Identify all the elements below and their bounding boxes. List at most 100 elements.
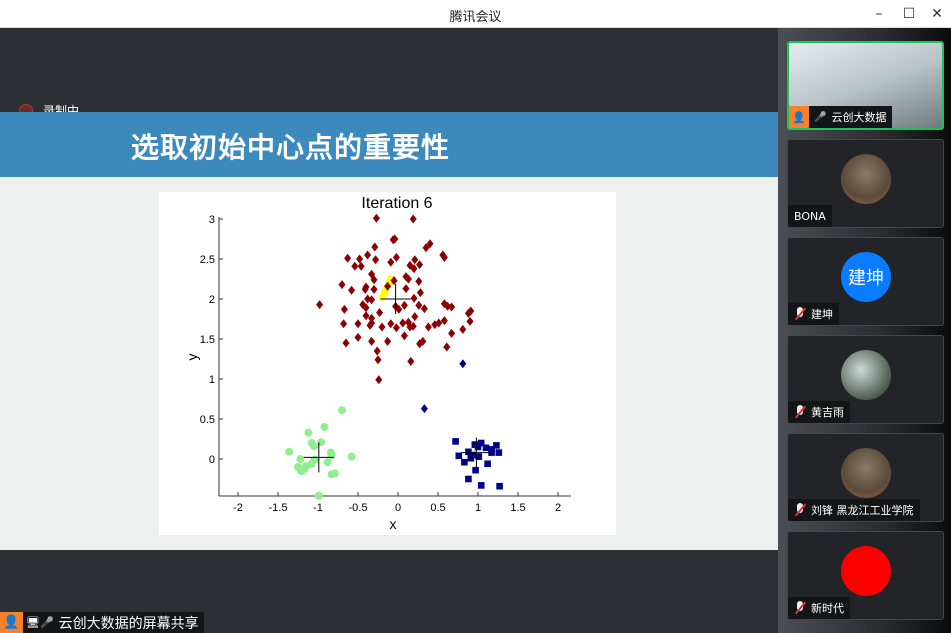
data-point-diamond — [357, 261, 365, 271]
participant-name-tag: 刘锋 黑龙江工业学院 — [788, 499, 920, 521]
participant-name-tag: 建坤 — [788, 303, 839, 325]
data-point-diamond — [340, 304, 348, 314]
data-point-diamond — [368, 295, 376, 305]
data-point-square — [467, 454, 475, 462]
data-point-diamond — [448, 302, 456, 312]
data-point-diamond — [416, 339, 424, 349]
data-point-diamond — [356, 254, 364, 264]
data-point-diamond — [384, 336, 392, 346]
data-point-square — [493, 442, 500, 449]
x-tick-label: 0.5 — [430, 502, 445, 514]
data-point-square — [482, 444, 490, 452]
slide: 选取初始中心点的重要性 Iteration 6 x y -2 -1.5 -1 -0.5… — [0, 112, 778, 550]
participant-name-tag: 👤 🎤 云创大数据 — [789, 106, 893, 128]
data-point-diamond — [366, 320, 374, 330]
data-point-square — [488, 446, 495, 453]
data-point-diamond — [373, 346, 381, 356]
chart-title: Iteration 6 — [361, 195, 432, 212]
data-point-diamond — [316, 300, 324, 310]
y-tick-label: 2 — [209, 294, 215, 306]
data-point-diamond — [387, 319, 395, 329]
close-icon[interactable]: ✕ — [931, 6, 943, 22]
data-point-diamond — [448, 328, 456, 338]
data-point-circle — [296, 455, 305, 463]
data-point-diamond — [340, 319, 348, 329]
x-tick-label: 0 — [395, 502, 401, 514]
data-point-square — [496, 482, 503, 490]
data-point-diamond — [364, 250, 372, 260]
data-point-diamond — [424, 322, 432, 332]
participant-name: 建坤 — [811, 308, 833, 321]
data-point-diamond — [376, 308, 384, 318]
data-point-diamond — [368, 269, 376, 279]
user-icon: 👤 — [789, 106, 809, 128]
data-point-diamond — [435, 318, 443, 328]
data-point-square — [475, 453, 483, 460]
data-point-square — [495, 449, 503, 456]
x-tick-label: -1.5 — [269, 502, 288, 514]
mic-on-icon: 🎤 — [814, 111, 827, 123]
data-point-circle — [304, 428, 313, 437]
data-point-diamond — [410, 293, 418, 303]
data-point-diamond — [402, 272, 410, 282]
avatar: 建坤 — [841, 252, 891, 302]
data-point-diamond — [422, 243, 430, 253]
avatar — [841, 350, 891, 400]
mic-muted-icon — [794, 503, 806, 517]
data-point-diamond — [419, 336, 427, 346]
data-point-square — [472, 466, 479, 474]
data-point-diamond — [409, 214, 417, 224]
data-point-circle — [314, 491, 323, 500]
data-point-diamond — [404, 317, 412, 327]
data-point-square — [455, 452, 463, 460]
data-point-diamond — [415, 276, 423, 286]
data-point-diamond — [384, 281, 392, 291]
participant-name: 刘锋 黑龙江工业学院 — [811, 504, 914, 517]
data-point-square — [484, 460, 491, 468]
data-point-circle — [320, 423, 329, 431]
data-point-diamond — [466, 316, 474, 326]
screen-share-indicator: 👤 🖥 🎤 云创大数据的屏幕共享 — [0, 612, 204, 633]
data-point-square — [474, 443, 482, 451]
participant-tile[interactable]: 建坤 建坤 — [787, 237, 944, 326]
mic-icon: 🎤 — [39, 616, 54, 629]
screen-share-label: 云创大数据的屏幕共享 — [58, 615, 199, 632]
data-point-diamond — [372, 255, 380, 265]
data-point-diamond — [399, 318, 407, 328]
data-point-diamond — [459, 359, 467, 369]
participant-tile[interactable]: 新时代 — [787, 531, 944, 620]
participant-tile[interactable]: 黄吉雨 — [787, 335, 944, 424]
data-point-diamond — [354, 319, 362, 329]
x-tick-label: -2 — [233, 502, 243, 514]
window-title: 腾讯会议 — [449, 10, 502, 25]
data-point-circle — [338, 406, 346, 415]
data-point-square — [465, 475, 472, 483]
data-point-diamond — [416, 288, 424, 298]
data-point-diamond — [372, 213, 380, 223]
mic-muted-icon — [794, 307, 806, 321]
y-tick-label: 2.5 — [200, 254, 215, 266]
participant-tile[interactable]: BONA — [787, 139, 944, 228]
data-point-diamond — [415, 300, 423, 310]
x-tick-label: -0.5 — [349, 502, 368, 514]
data-point-diamond — [443, 342, 451, 352]
data-point-diamond — [392, 252, 400, 262]
data-point-diamond — [391, 234, 399, 244]
data-point-square — [477, 482, 485, 489]
participant-tile[interactable]: 刘锋 黑龙江工业学院 — [787, 433, 944, 522]
maximize-icon[interactable]: ☐ — [902, 6, 916, 22]
data-point-diamond — [375, 375, 383, 385]
slide-title: 选取初始中心点的重要性 — [131, 131, 451, 164]
minimize-icon[interactable]: – — [875, 6, 883, 22]
participant-tile[interactable]: 👤 🎤 云创大数据 — [787, 41, 944, 130]
data-point-circle — [323, 458, 332, 467]
title-bar: 腾讯会议 – ☐ ✕ — [0, 0, 951, 28]
data-point-diamond — [400, 331, 408, 341]
data-point-diamond — [467, 306, 475, 316]
y-tick-label: 0 — [209, 454, 215, 466]
data-point-diamond — [407, 356, 415, 366]
data-point-diamond — [351, 261, 359, 271]
data-point-diamond — [459, 324, 467, 334]
x-tick-label: 1 — [475, 502, 481, 514]
data-point-square — [452, 438, 459, 445]
